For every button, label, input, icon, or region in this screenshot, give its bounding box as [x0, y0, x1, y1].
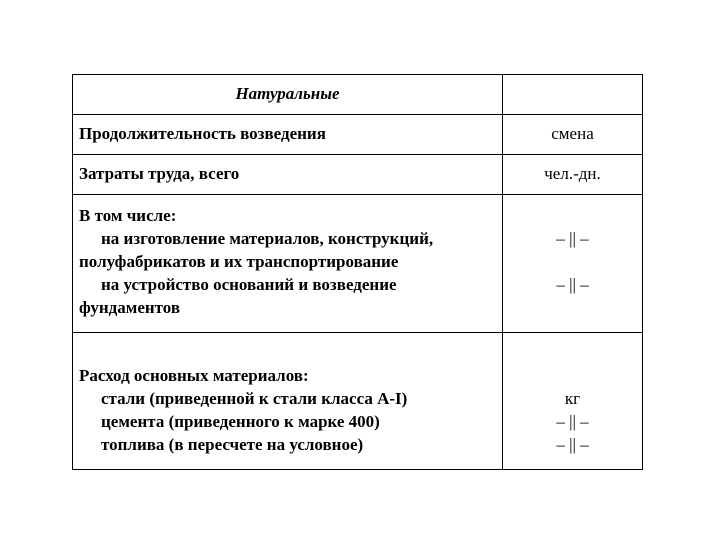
- block1-title: В том числе:: [79, 206, 176, 225]
- block2-line2: цемента (приведенного к марке 400): [79, 411, 380, 434]
- block1-line2: полуфабрикатов и их транспортирование: [79, 252, 398, 271]
- block1-value-cell: – || – – || –: [503, 194, 643, 332]
- block2-value-cell: кг – || – – || –: [503, 332, 643, 470]
- row-label: Продолжительность возведения: [73, 114, 503, 154]
- block2-val3: – || –: [556, 435, 588, 454]
- row-value: смена: [503, 114, 643, 154]
- block1-line4: фундаментов: [79, 298, 180, 317]
- block2-val2: – || –: [556, 412, 588, 431]
- table-block-2: Расход основных материалов: стали (приве…: [73, 332, 643, 470]
- row-value: чел.-дн.: [503, 154, 643, 194]
- table-row: Затраты труда, всего чел.-дн.: [73, 154, 643, 194]
- block1-label-cell: В том числе: на изготовление материалов,…: [73, 194, 503, 332]
- block1-line1: на изготовление материалов, конструкций,: [79, 228, 433, 251]
- table-header-row: Натуральные: [73, 75, 643, 115]
- block1-line3: на устройство оснований и возведение: [79, 274, 397, 297]
- block2-label-cell: Расход основных материалов: стали (приве…: [73, 332, 503, 470]
- block2-line1: стали (приведенной к стали класса А-I): [79, 388, 407, 411]
- block2-val1: кг: [565, 389, 580, 408]
- header-cell-1: Натуральные: [73, 75, 503, 115]
- table-block-1: В том числе: на изготовление материалов,…: [73, 194, 643, 332]
- header-cell-2: [503, 75, 643, 115]
- block2-title: Расход основных материалов:: [79, 366, 309, 385]
- block1-val2: – || –: [556, 275, 588, 294]
- table-container: Натуральные Продолжительность возведения…: [72, 74, 642, 470]
- block2-line3: топлива (в пересчете на условное): [79, 434, 363, 457]
- block1-val1: – || –: [556, 229, 588, 248]
- table-row: Продолжительность возведения смена: [73, 114, 643, 154]
- row-label: Затраты труда, всего: [73, 154, 503, 194]
- data-table: Натуральные Продолжительность возведения…: [72, 74, 643, 470]
